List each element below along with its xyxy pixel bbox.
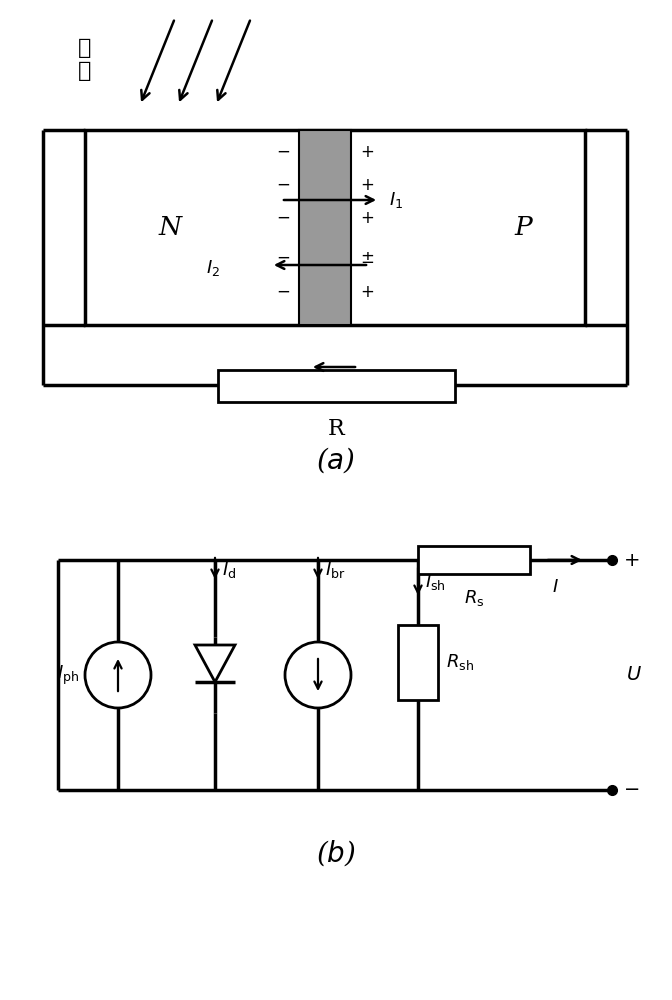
Bar bbox=[418, 546, 530, 574]
Bar bbox=[398, 625, 438, 700]
Text: $I_1$: $I_1$ bbox=[389, 190, 403, 210]
Text: R: R bbox=[328, 418, 345, 440]
Text: −: − bbox=[276, 143, 290, 161]
Text: −: − bbox=[276, 283, 290, 301]
Text: ($b$): ($b$) bbox=[316, 838, 356, 868]
Text: −: − bbox=[276, 176, 290, 194]
Text: +: + bbox=[624, 550, 640, 570]
Text: $R_{\mathrm{sh}}$: $R_{\mathrm{sh}}$ bbox=[446, 652, 474, 672]
Text: +: + bbox=[360, 176, 374, 194]
Text: $I_{\mathrm{d}}$: $I_{\mathrm{d}}$ bbox=[222, 560, 237, 580]
Text: P: P bbox=[514, 215, 532, 240]
Text: $U$: $U$ bbox=[626, 666, 642, 684]
Text: $I_{\mathrm{br}}$: $I_{\mathrm{br}}$ bbox=[325, 560, 345, 580]
Text: $I_{\mathrm{ph}}$: $I_{\mathrm{ph}}$ bbox=[56, 663, 79, 687]
Text: $I$: $I$ bbox=[552, 578, 558, 596]
Text: −: − bbox=[276, 209, 290, 227]
Text: +: + bbox=[360, 143, 374, 161]
Bar bbox=[218, 370, 455, 402]
Text: ±: ± bbox=[360, 249, 374, 267]
Text: ($a$): ($a$) bbox=[317, 445, 355, 475]
Text: +: + bbox=[360, 209, 374, 227]
Text: 光
照: 光 照 bbox=[79, 38, 91, 81]
Bar bbox=[299, 130, 351, 325]
Bar bbox=[85, 130, 585, 325]
Text: +: + bbox=[360, 283, 374, 301]
Text: N: N bbox=[159, 215, 181, 240]
Text: −: − bbox=[276, 249, 290, 267]
Text: −: − bbox=[624, 780, 640, 800]
Text: $I_2$: $I_2$ bbox=[206, 258, 220, 278]
Text: $R_{\mathrm{s}}$: $R_{\mathrm{s}}$ bbox=[464, 588, 485, 608]
Text: $I_{\mathrm{sh}}$: $I_{\mathrm{sh}}$ bbox=[425, 572, 446, 592]
